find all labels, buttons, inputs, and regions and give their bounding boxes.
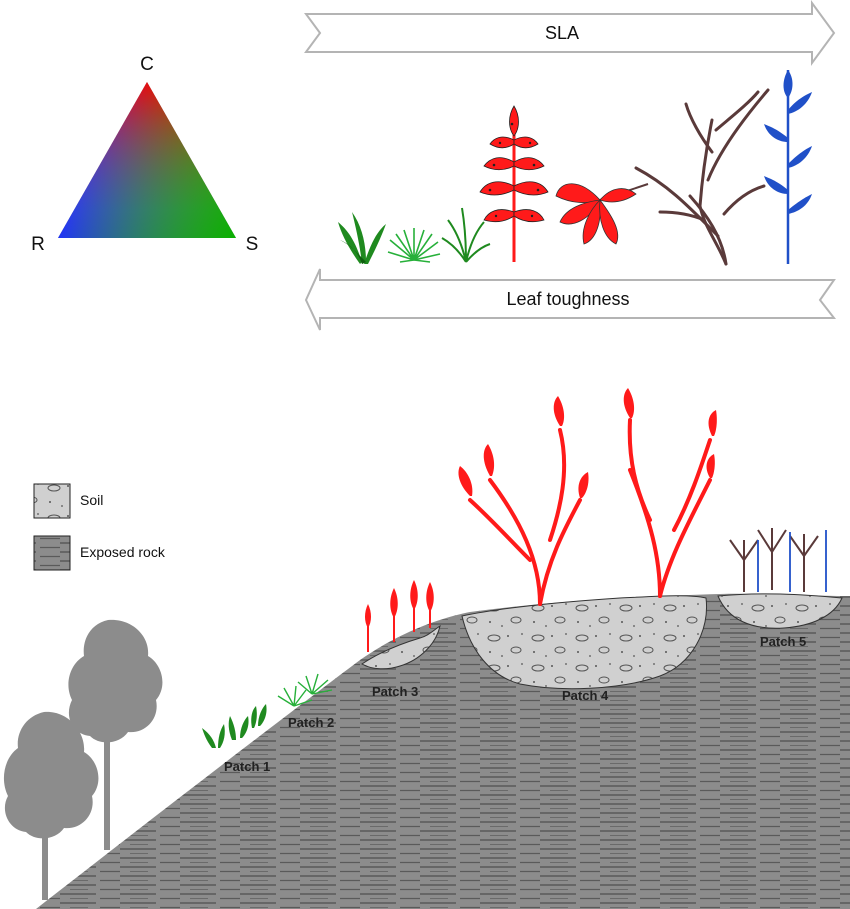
leaf-toughness-arrow-label: Leaf toughness bbox=[506, 289, 629, 309]
rock-hill bbox=[36, 593, 850, 909]
soil-patch-5 bbox=[717, 593, 843, 629]
patch-3-plants bbox=[365, 580, 434, 652]
patch-1-label: Patch 1 bbox=[224, 759, 270, 774]
csr-triangle bbox=[58, 82, 236, 238]
legend-label-rock: Exposed rock bbox=[80, 544, 166, 560]
triangle-label-r: R bbox=[31, 234, 45, 255]
red-palmate-leaf-icon bbox=[555, 183, 649, 245]
legend-label-soil: Soil bbox=[80, 492, 103, 508]
patch-5-ferns bbox=[757, 530, 827, 592]
green-rosette-icon bbox=[338, 212, 386, 264]
green-tussock-icon bbox=[387, 228, 441, 263]
tree-front bbox=[3, 711, 99, 900]
patch-2-label: Patch 2 bbox=[288, 715, 334, 730]
soil-patch-3 bbox=[361, 624, 441, 670]
sla-arrow bbox=[304, 0, 836, 67]
brown-shrub-icon bbox=[634, 88, 770, 266]
leaf-toughness-arrow bbox=[304, 268, 837, 331]
patch-2-plants bbox=[277, 673, 333, 707]
patch-4-shrub-leaves bbox=[458, 388, 717, 498]
legend-swatch-soil bbox=[33, 483, 71, 519]
soil-patch-4 bbox=[461, 595, 708, 690]
patch-5-label: Patch 5 bbox=[760, 634, 806, 649]
green-grass-icon bbox=[441, 207, 491, 263]
triangle-label-c: C bbox=[140, 54, 154, 75]
patch-4-label: Patch 4 bbox=[562, 688, 609, 703]
blue-fern-icon bbox=[764, 70, 812, 264]
legend-swatch-rock bbox=[33, 535, 71, 571]
patch-3-label: Patch 3 bbox=[372, 684, 418, 699]
legend: Soil Exposed rock bbox=[33, 483, 166, 571]
triangle-label-s: S bbox=[246, 234, 259, 255]
patch-1-plants bbox=[202, 704, 267, 748]
tree-back bbox=[68, 619, 163, 850]
patch-5-plants bbox=[729, 528, 819, 592]
sla-arrow-label: SLA bbox=[545, 23, 579, 43]
red-spotted-herb-icon bbox=[479, 105, 549, 262]
patch-4-shrubs bbox=[468, 418, 712, 606]
